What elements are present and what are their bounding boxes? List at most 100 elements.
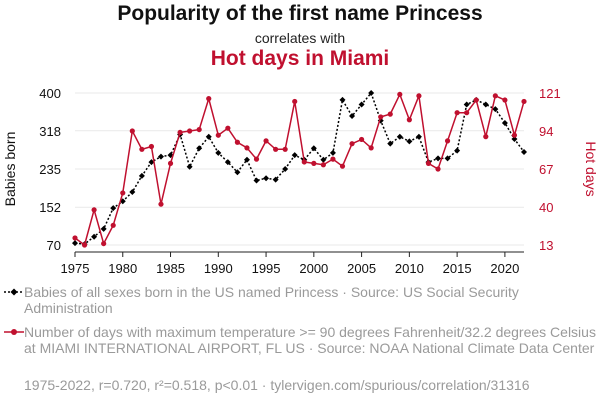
series2-point [473, 97, 479, 103]
x-tick-label: 2005 [347, 261, 376, 276]
right-tick-label: 13 [539, 238, 553, 253]
series2-line [74, 92, 525, 247]
x-tick-label: 1995 [252, 261, 281, 276]
x-tick-label: 2020 [490, 261, 519, 276]
chart-title-secondary: Hot days in Miami [210, 47, 390, 70]
series2-point [129, 128, 135, 134]
series2-point [320, 162, 326, 168]
series1-point [415, 133, 422, 140]
series2-point [187, 128, 193, 134]
series2-point [387, 111, 393, 117]
series1-point [444, 155, 451, 162]
series2-point [253, 156, 260, 162]
series1-point [186, 163, 193, 170]
dual-axis-line-chart: 70 152 235 318 400 13 40 67 94 121 1975 1980 1985 199… [2, 86, 599, 276]
series1-point [272, 176, 279, 183]
right-tick-label: 94 [539, 124, 553, 139]
right-axis-label: Hot days [583, 141, 599, 196]
x-tick-label: 1980 [108, 261, 137, 276]
chart-title: Popularity of the first name Princess [117, 2, 483, 25]
series2-point [444, 138, 451, 144]
series1-point [482, 101, 489, 108]
series1-point [339, 96, 346, 103]
series2-point [148, 143, 155, 150]
series2-point [110, 222, 116, 228]
right-tick-label: 40 [539, 200, 553, 215]
series1-point [463, 101, 470, 108]
series1-point [282, 166, 289, 172]
series2-point [158, 201, 164, 207]
series1-point [406, 138, 413, 145]
series2-point [358, 136, 365, 143]
series2-point [177, 129, 183, 136]
series1-point [224, 159, 231, 166]
x-tick-label: 2000 [299, 261, 328, 276]
series2-point [244, 145, 250, 151]
legend-text-series2: Number of days with maximum temperature … [24, 324, 596, 356]
x-tick-label: 1975 [61, 261, 90, 276]
series2-point [368, 145, 374, 151]
series1-point [511, 136, 518, 143]
series1-point [138, 172, 145, 179]
series1-point [320, 156, 327, 163]
right-tick-label: 67 [539, 162, 553, 177]
series1-point [349, 113, 356, 120]
series1-point [234, 169, 241, 176]
series2-point [349, 141, 355, 147]
series1-point [396, 133, 403, 140]
series1-point [368, 90, 375, 96]
x-tick-label: 2010 [395, 261, 424, 276]
series1-point [148, 159, 155, 166]
series1-point [291, 152, 298, 159]
series2-point [492, 93, 498, 99]
series1-point [263, 175, 270, 182]
series2-point [425, 160, 432, 166]
series2-point [330, 156, 336, 162]
series2-point [263, 138, 269, 144]
series2-point [234, 139, 241, 145]
series2-point [196, 126, 202, 133]
left-tick-label: 318 [39, 124, 61, 139]
series2-point [339, 163, 346, 169]
black-diamond-marker-icon [4, 288, 24, 296]
series2-point [282, 146, 288, 152]
series1-point [492, 106, 499, 113]
x-tick-label: 2015 [443, 261, 472, 276]
footer-stats: 1975-2022, r=0.720, r²=0.518, p<0.01 · t… [24, 377, 530, 393]
series2-point [167, 160, 174, 166]
series2-point [206, 96, 212, 102]
series1-point [157, 153, 164, 160]
series1-point [205, 133, 212, 140]
series2-point [464, 110, 470, 116]
left-tick-label: 235 [39, 162, 61, 177]
chart-subtitle: correlates with [254, 30, 346, 46]
series1-point [310, 145, 317, 152]
series2-point [81, 242, 88, 248]
legend-item-series1: Babies of all sexes born in the US named… [4, 284, 596, 316]
series2-point [215, 132, 221, 138]
series1-point [435, 155, 442, 162]
series2-point [483, 134, 489, 140]
series2-point [311, 160, 317, 166]
red-circle-marker-icon [4, 329, 24, 335]
series2-point [91, 207, 97, 213]
series1-point [454, 147, 461, 154]
series1-point [110, 205, 117, 212]
series1-point [91, 233, 98, 240]
series1-point [253, 177, 260, 184]
series1-point [521, 148, 527, 155]
left-axis-label: Babies born [2, 132, 18, 207]
left-tick-label: 400 [39, 86, 61, 101]
series2-point [273, 146, 279, 152]
series2-point [139, 146, 145, 152]
series1-point [100, 225, 107, 232]
series2-point [502, 97, 508, 103]
legend-text-series1: Babies of all sexes born in the US named… [24, 284, 519, 316]
series1-point [72, 240, 78, 247]
left-tick-label: 70 [47, 238, 61, 253]
series2-point [301, 159, 307, 165]
series2-point [225, 125, 231, 131]
series2-point [416, 93, 422, 99]
x-tick-label: 1990 [204, 261, 233, 276]
series2-point [72, 235, 78, 241]
